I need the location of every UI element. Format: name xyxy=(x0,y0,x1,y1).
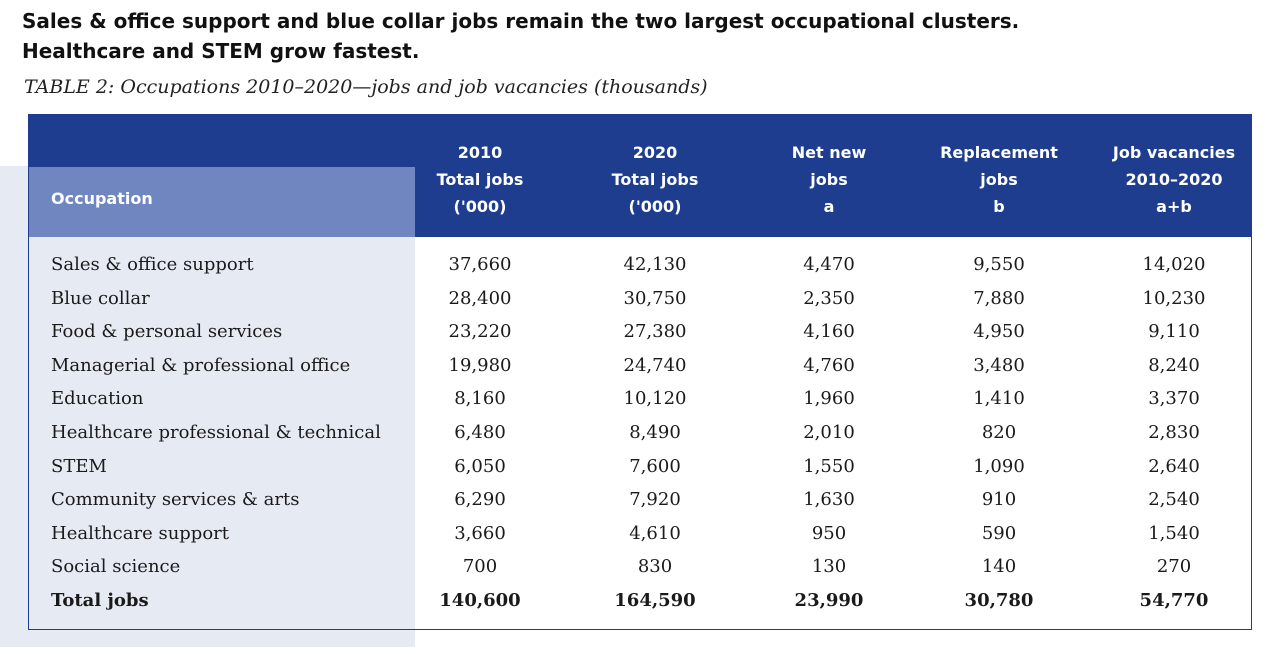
value-cell: 6,050 xyxy=(454,455,506,477)
value-cell: 2,540 xyxy=(1148,489,1200,511)
value-cell: 7,880 xyxy=(973,287,1025,309)
occupation-header: Occupation xyxy=(51,189,153,208)
value-cell: 4,950 xyxy=(973,321,1025,343)
col-header-2020-jobs: 2020 Total jobs ('000) xyxy=(611,143,699,216)
col-header-job-vacancies: Job vacancies 2010–2020 a+b xyxy=(1112,143,1236,216)
value-cell: 30,780 xyxy=(964,590,1034,611)
value-cell: 14,020 xyxy=(1142,254,1206,275)
value-cell: 54,770 xyxy=(1139,590,1209,611)
occupation-name: Social science xyxy=(51,556,181,578)
value-cell: 23,220 xyxy=(448,321,512,343)
value-cell: 10,120 xyxy=(623,388,687,410)
value-cell: 37,660 xyxy=(448,254,512,275)
table-row: Social science 700 830 130 140 270 xyxy=(29,550,1251,583)
value-cell: 140 xyxy=(981,556,1017,578)
headline-line-2: Healthcare and STEM grow fastest. xyxy=(22,39,420,63)
occupation-name: Total jobs xyxy=(51,590,149,611)
value-cell: 910 xyxy=(981,489,1017,511)
value-cell: 24,740 xyxy=(623,354,687,376)
table-row: Sales & office support 37,660 42,130 4,470 9… xyxy=(29,248,1251,281)
value-cell: 2,640 xyxy=(1148,455,1200,477)
table-row: Healthcare support 3,660 4,610 950 590 1,540 xyxy=(29,517,1251,550)
occupation-name: Education xyxy=(51,388,144,410)
value-cell: 4,610 xyxy=(629,522,681,544)
occupations-table: Occupation 2010 Total jobs ('000) 2020 Tota… xyxy=(28,114,1252,630)
value-cell: 164,590 xyxy=(614,590,696,611)
value-cell: 10,230 xyxy=(1142,287,1206,309)
col-header-replacement-jobs: Replacement jobs b xyxy=(940,143,1058,216)
value-cell: 1,090 xyxy=(973,455,1025,477)
value-cell: 140,600 xyxy=(439,590,521,611)
value-cell: 2,010 xyxy=(803,422,855,443)
table-row: Blue collar 28,400 30,750 2,350 7,880 10,230 xyxy=(29,282,1251,315)
occupation-column-bg xyxy=(29,237,415,629)
table-row: STEM 6,050 7,600 1,550 1,090 2,640 xyxy=(29,450,1251,483)
value-cell: 1,550 xyxy=(803,455,855,477)
occupation-name: Healthcare support xyxy=(51,522,230,544)
value-cell: 2,830 xyxy=(1148,422,1200,443)
occupation-header-cell xyxy=(29,167,415,237)
value-cell: 42,130 xyxy=(623,254,687,275)
value-cell: 4,470 xyxy=(803,254,855,275)
value-cell: 7,600 xyxy=(629,455,681,477)
table-row: Food & personal services 23,220 27,380 4,16… xyxy=(29,315,1251,348)
value-cell: 130 xyxy=(811,556,847,578)
value-cell: 950 xyxy=(811,522,847,544)
value-cell: 6,480 xyxy=(454,422,506,443)
occupation-name: STEM xyxy=(51,455,107,477)
value-cell: 4,760 xyxy=(803,354,855,376)
occupation-name: Blue collar xyxy=(51,287,150,309)
occupation-name: Sales & office support xyxy=(51,254,254,275)
table-row: Community services & arts 6,290 7,920 1,630… xyxy=(29,483,1251,516)
value-cell: 590 xyxy=(981,522,1017,544)
value-cell: 9,550 xyxy=(973,254,1025,275)
value-cell: 8,240 xyxy=(1148,354,1200,376)
value-cell: 1,410 xyxy=(973,388,1025,410)
value-cell: 6,290 xyxy=(454,489,506,511)
value-cell: 30,750 xyxy=(623,287,687,309)
value-cell: 9,110 xyxy=(1148,321,1200,343)
occupation-name: Managerial & professional office xyxy=(51,354,351,376)
value-cell: 4,160 xyxy=(803,321,855,343)
value-cell: 8,160 xyxy=(454,388,506,410)
table-header: Occupation 2010 Total jobs ('000) 2020 Tota… xyxy=(29,115,1251,237)
value-cell: 7,920 xyxy=(629,489,681,511)
occupation-name: Food & personal services xyxy=(51,321,283,343)
occupation-name: Community services & arts xyxy=(51,489,300,511)
value-cell: 28,400 xyxy=(448,287,512,309)
value-cell: 27,380 xyxy=(623,321,687,343)
value-cell: 23,990 xyxy=(794,590,864,611)
value-cell: 3,660 xyxy=(454,522,506,544)
col-header-2010-jobs: 2010 Total jobs ('000) xyxy=(436,143,524,216)
occupation-name: Healthcare professional & technical xyxy=(51,422,381,443)
value-cell: 19,980 xyxy=(448,354,512,376)
table-row: Managerial & professional office 19,980 24… xyxy=(29,349,1251,382)
value-cell: 1,960 xyxy=(803,388,855,410)
value-cell: 1,630 xyxy=(803,489,855,511)
value-cell: 3,370 xyxy=(1148,388,1200,410)
value-cell: 3,480 xyxy=(973,354,1025,376)
col-header-net-new-jobs: Net new jobs a xyxy=(791,143,867,216)
value-cell: 2,350 xyxy=(803,287,855,309)
total-row: Total jobs 140,600 164,590 23,990 30,780 54,7… xyxy=(29,584,1251,617)
table-row: Healthcare professional & technical 6,480… xyxy=(29,416,1251,449)
headline: Sales & office support and blue collar j… xyxy=(22,6,1222,66)
value-cell: 820 xyxy=(981,422,1017,443)
table-row: Education 8,160 10,120 1,960 1,410 3,370 xyxy=(29,382,1251,415)
value-cell: 700 xyxy=(462,556,498,578)
value-cell: 1,540 xyxy=(1148,522,1200,544)
value-cell: 270 xyxy=(1156,556,1192,578)
table-caption: TABLE 2: Occupations 2010–2020—jobs and … xyxy=(24,76,708,98)
headline-line-1: Sales & office support and blue collar j… xyxy=(22,9,1020,33)
value-cell: 8,490 xyxy=(629,422,681,443)
value-cell: 830 xyxy=(637,556,673,578)
